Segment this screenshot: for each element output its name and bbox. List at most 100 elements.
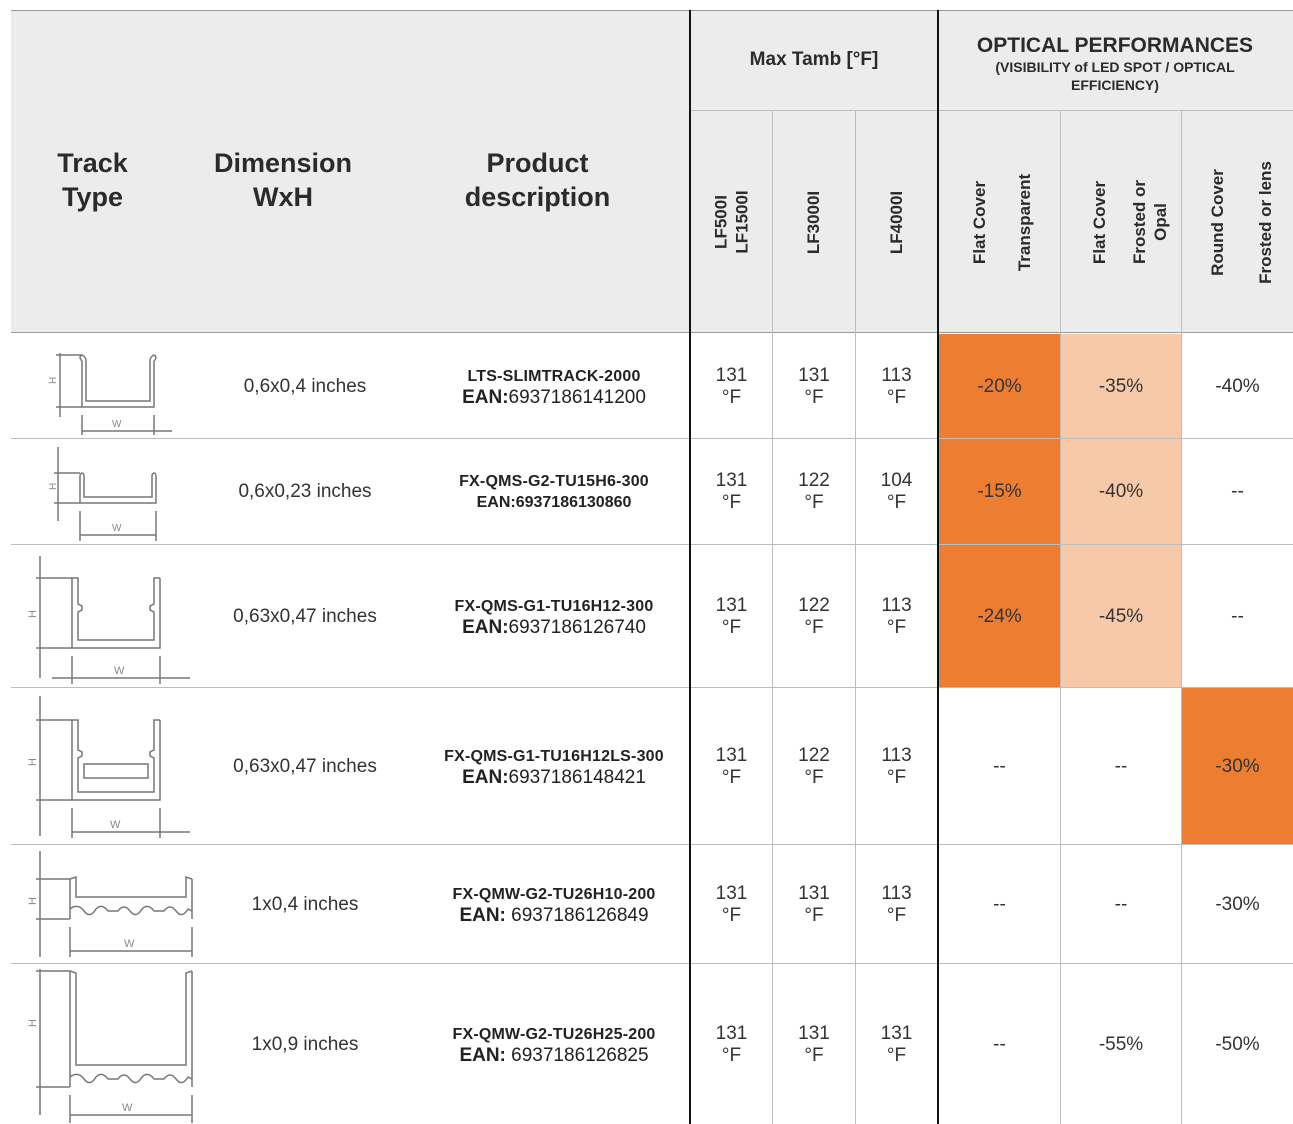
svg-text:W: W <box>124 938 135 950</box>
dimension-cell: 0,6x0,4 inches <box>243 375 367 397</box>
divider <box>11 687 1293 688</box>
header-col-lf500i: LF500I LF1500I <box>712 190 752 254</box>
track-profile-image: H W <box>27 556 190 684</box>
temp-cell: 122 °F <box>798 470 830 513</box>
divider <box>1060 111 1061 333</box>
temp-cell: 122 °F <box>798 744 830 788</box>
flat-transparent-cell: -- <box>993 1033 1006 1055</box>
flat-transparent-cell: -- <box>993 893 1006 915</box>
product-cell: FX-QMW-G2-TU26H10-200 EAN: 6937186126849 <box>420 846 688 963</box>
dimension-cell: 1x0,9 inches <box>251 1033 359 1055</box>
svg-text:W: W <box>122 1102 133 1114</box>
dimension-cell: 0,63x0,47 inches <box>233 605 377 627</box>
temp-cell: 104 °F <box>880 470 913 513</box>
temp-cell: 131 °F <box>715 744 748 788</box>
temp-cell: 131 °F <box>798 1022 830 1066</box>
divider <box>689 10 691 1124</box>
track-profile-image: H W <box>48 447 157 541</box>
product-ean: EAN:6937186130860 <box>476 494 632 511</box>
svg-text:W: W <box>110 819 121 831</box>
highlight-fill <box>939 439 1060 544</box>
product-cell: LTS-SLIMTRACK-2000 EAN:6937186141200 <box>420 335 688 438</box>
product-ean: EAN: 6937186126849 <box>459 904 649 926</box>
temp-cell: 131 °F <box>715 882 748 926</box>
flat-frosted-cell: -45% <box>1098 605 1144 627</box>
svg-text:W: W <box>112 419 122 430</box>
header-optical: OPTICAL PERFORMANCES (VISIBILITY of LED … <box>940 28 1290 100</box>
highlight-fill <box>1061 545 1181 687</box>
flat-frosted-cell: -- <box>1114 755 1128 777</box>
product-ean: EAN:6937186148421 <box>462 766 646 788</box>
divider <box>11 332 1293 333</box>
divider <box>11 963 1293 964</box>
product-code: FX-QMW-G2-TU26H25-200 <box>452 1025 656 1043</box>
svg-text:H: H <box>27 897 39 905</box>
temp-cell: 131 °F <box>715 594 748 638</box>
highlight-fill <box>939 334 1060 438</box>
temp-cell: 131 °F <box>715 1022 748 1066</box>
divider <box>855 111 856 333</box>
dimension-cell: 1x0,4 inches <box>251 893 359 915</box>
flat-frosted-cell: -40% <box>1098 481 1144 502</box>
highlight-fill <box>939 545 1060 687</box>
product-code: LTS-SLIMTRACK-2000 <box>467 367 641 385</box>
divider <box>1060 333 1061 1124</box>
highlight-fill <box>1061 334 1181 438</box>
product-cell: FX-QMW-G2-TU26H25-200 EAN: 6937186126825 <box>420 965 688 1124</box>
round-cover-cell: -30% <box>1215 893 1260 915</box>
divider <box>937 10 939 1124</box>
header-col-frosted-opal: Frosted or Opal <box>1130 179 1170 265</box>
header-product-description: Product description <box>464 148 611 212</box>
temp-cell: 113 °F <box>881 594 912 638</box>
svg-text:H: H <box>48 483 59 490</box>
product-code: FX-QMS-G2-TU15H6-300 <box>459 473 649 490</box>
header-col-lf3000i: LF3000I <box>804 190 824 254</box>
divider <box>772 333 773 1124</box>
svg-text:H: H <box>48 377 59 384</box>
temp-cell: 113 °F <box>881 882 912 926</box>
header-max-tamb: Max Tamb [°F] <box>749 49 879 70</box>
temp-cell: 131 °F <box>715 470 748 513</box>
product-ean: EAN:6937186141200 <box>462 386 646 408</box>
header-col-lf4000i: LF4000I <box>887 190 907 254</box>
dimension-cell: 0,63x0,47 inches <box>233 755 377 777</box>
divider <box>1181 111 1182 333</box>
product-cell: FX-QMS-G2-TU15H6-300 EAN:6937186130860 <box>420 440 688 544</box>
round-cover-cell: -- <box>1231 605 1244 627</box>
product-code: FX-QMW-G2-TU26H10-200 <box>452 885 656 903</box>
svg-text:W: W <box>114 665 125 677</box>
temp-cell: 131 °F <box>798 882 830 926</box>
divider <box>11 10 1293 11</box>
header-col-transparent: Transparent <box>1015 173 1035 271</box>
svg-text:H: H <box>27 610 39 618</box>
track-profile-image: H W <box>27 851 193 957</box>
temp-cell: 122 °F <box>798 594 830 638</box>
svg-text:H: H <box>27 1019 39 1027</box>
flat-transparent-cell: -- <box>993 755 1006 777</box>
track-profile-image: H W <box>48 353 172 435</box>
product-cell: FX-QMS-G1-TU16H12LS-300 EAN:693718614842… <box>420 689 688 844</box>
header-dimension: Dimension WxH <box>213 148 353 212</box>
svg-text:W: W <box>112 523 122 534</box>
divider <box>11 544 1293 545</box>
flat-transparent-cell: -15% <box>977 481 1022 502</box>
header-optical-title: OPTICAL PERFORMANCES <box>976 34 1254 57</box>
product-cell: FX-QMS-G1-TU16H12-300 EAN:6937186126740 <box>420 546 688 687</box>
header-track-type: Track Type <box>57 148 128 212</box>
divider <box>772 111 773 333</box>
svg-text:H: H <box>27 758 39 766</box>
product-ean: EAN:6937186126740 <box>462 616 646 638</box>
track-profile-image: H W <box>27 696 190 838</box>
header-optical-subtitle: (VISIBILITY of LED SPOT / OPTICAL EFFICI… <box>995 59 1235 93</box>
divider <box>690 110 1293 111</box>
divider <box>855 333 856 1124</box>
round-cover-cell: -50% <box>1215 1033 1260 1055</box>
divider <box>11 438 1293 439</box>
product-ean: EAN: 6937186126825 <box>459 1044 649 1066</box>
temp-cell: 113 °F <box>881 744 912 788</box>
track-profile-image: H W <box>27 969 193 1123</box>
dimension-cell: 0,6x0,23 inches <box>238 481 372 502</box>
divider <box>11 844 1293 845</box>
product-code: FX-QMS-G1-TU16H12-300 <box>454 597 654 615</box>
